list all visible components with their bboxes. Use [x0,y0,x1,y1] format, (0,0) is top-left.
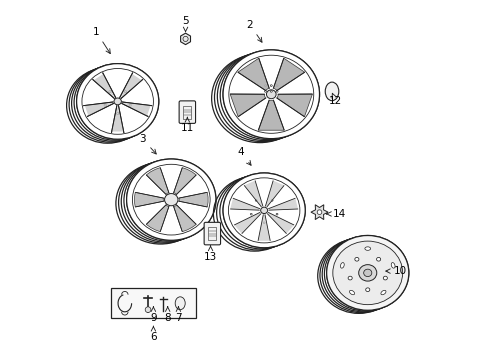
Ellipse shape [270,85,272,86]
Ellipse shape [325,82,338,101]
Ellipse shape [363,269,371,276]
Ellipse shape [383,276,386,280]
Polygon shape [94,74,114,97]
Polygon shape [230,198,259,210]
Ellipse shape [166,195,175,204]
Ellipse shape [270,90,272,92]
Polygon shape [268,198,298,210]
Ellipse shape [263,222,264,224]
Ellipse shape [340,262,344,268]
Polygon shape [121,74,142,97]
Ellipse shape [390,262,394,268]
Ellipse shape [109,91,111,93]
Polygon shape [258,215,270,241]
Text: 4: 4 [237,148,250,165]
Polygon shape [277,94,312,117]
Ellipse shape [114,98,121,105]
Ellipse shape [326,235,408,310]
Ellipse shape [264,90,266,92]
Circle shape [317,210,321,215]
Text: 13: 13 [203,246,217,262]
Ellipse shape [332,241,402,305]
Text: 12: 12 [328,93,342,107]
Polygon shape [244,181,262,207]
FancyBboxPatch shape [179,101,195,123]
Ellipse shape [358,265,376,281]
Ellipse shape [104,104,106,106]
Ellipse shape [250,213,252,215]
Ellipse shape [276,213,277,215]
Ellipse shape [124,91,126,93]
Text: 1: 1 [93,27,110,54]
Polygon shape [237,58,268,90]
Bar [208,227,216,240]
Text: 3: 3 [139,134,156,154]
Text: 7: 7 [175,307,182,323]
Ellipse shape [354,257,358,261]
Polygon shape [234,213,260,234]
Ellipse shape [365,288,369,292]
Polygon shape [258,100,284,130]
Polygon shape [310,205,327,220]
Text: 8: 8 [164,307,171,323]
Ellipse shape [376,257,380,261]
Polygon shape [146,205,168,232]
Ellipse shape [276,85,278,86]
Polygon shape [134,192,163,207]
Polygon shape [265,181,284,207]
Text: 5: 5 [182,16,188,32]
Polygon shape [230,94,265,117]
Polygon shape [111,107,123,131]
Ellipse shape [364,247,370,250]
Ellipse shape [126,159,216,240]
Ellipse shape [164,194,178,206]
Ellipse shape [116,112,119,114]
Text: 10: 10 [385,266,406,276]
Polygon shape [173,205,196,232]
Text: 9: 9 [150,307,156,323]
Bar [110,288,196,319]
Circle shape [145,307,151,312]
Polygon shape [180,33,190,45]
Ellipse shape [264,85,266,86]
Polygon shape [122,103,150,116]
Ellipse shape [255,199,257,201]
Polygon shape [146,168,168,194]
Text: 6: 6 [150,327,156,342]
Ellipse shape [175,297,185,310]
Ellipse shape [223,50,319,139]
Ellipse shape [77,64,159,139]
Ellipse shape [380,290,385,295]
Text: 11: 11 [181,117,194,133]
Ellipse shape [276,90,278,92]
Ellipse shape [349,290,354,295]
Ellipse shape [260,207,267,213]
Polygon shape [273,58,304,90]
Ellipse shape [347,276,351,280]
Polygon shape [179,192,208,207]
Text: 14: 14 [326,209,345,219]
Polygon shape [267,213,293,234]
Polygon shape [84,103,112,116]
Bar [183,106,191,118]
Ellipse shape [129,104,131,106]
FancyBboxPatch shape [203,222,220,245]
Ellipse shape [223,173,305,248]
Ellipse shape [271,199,272,201]
Text: 2: 2 [246,19,262,42]
Ellipse shape [266,90,276,99]
Polygon shape [173,168,196,194]
